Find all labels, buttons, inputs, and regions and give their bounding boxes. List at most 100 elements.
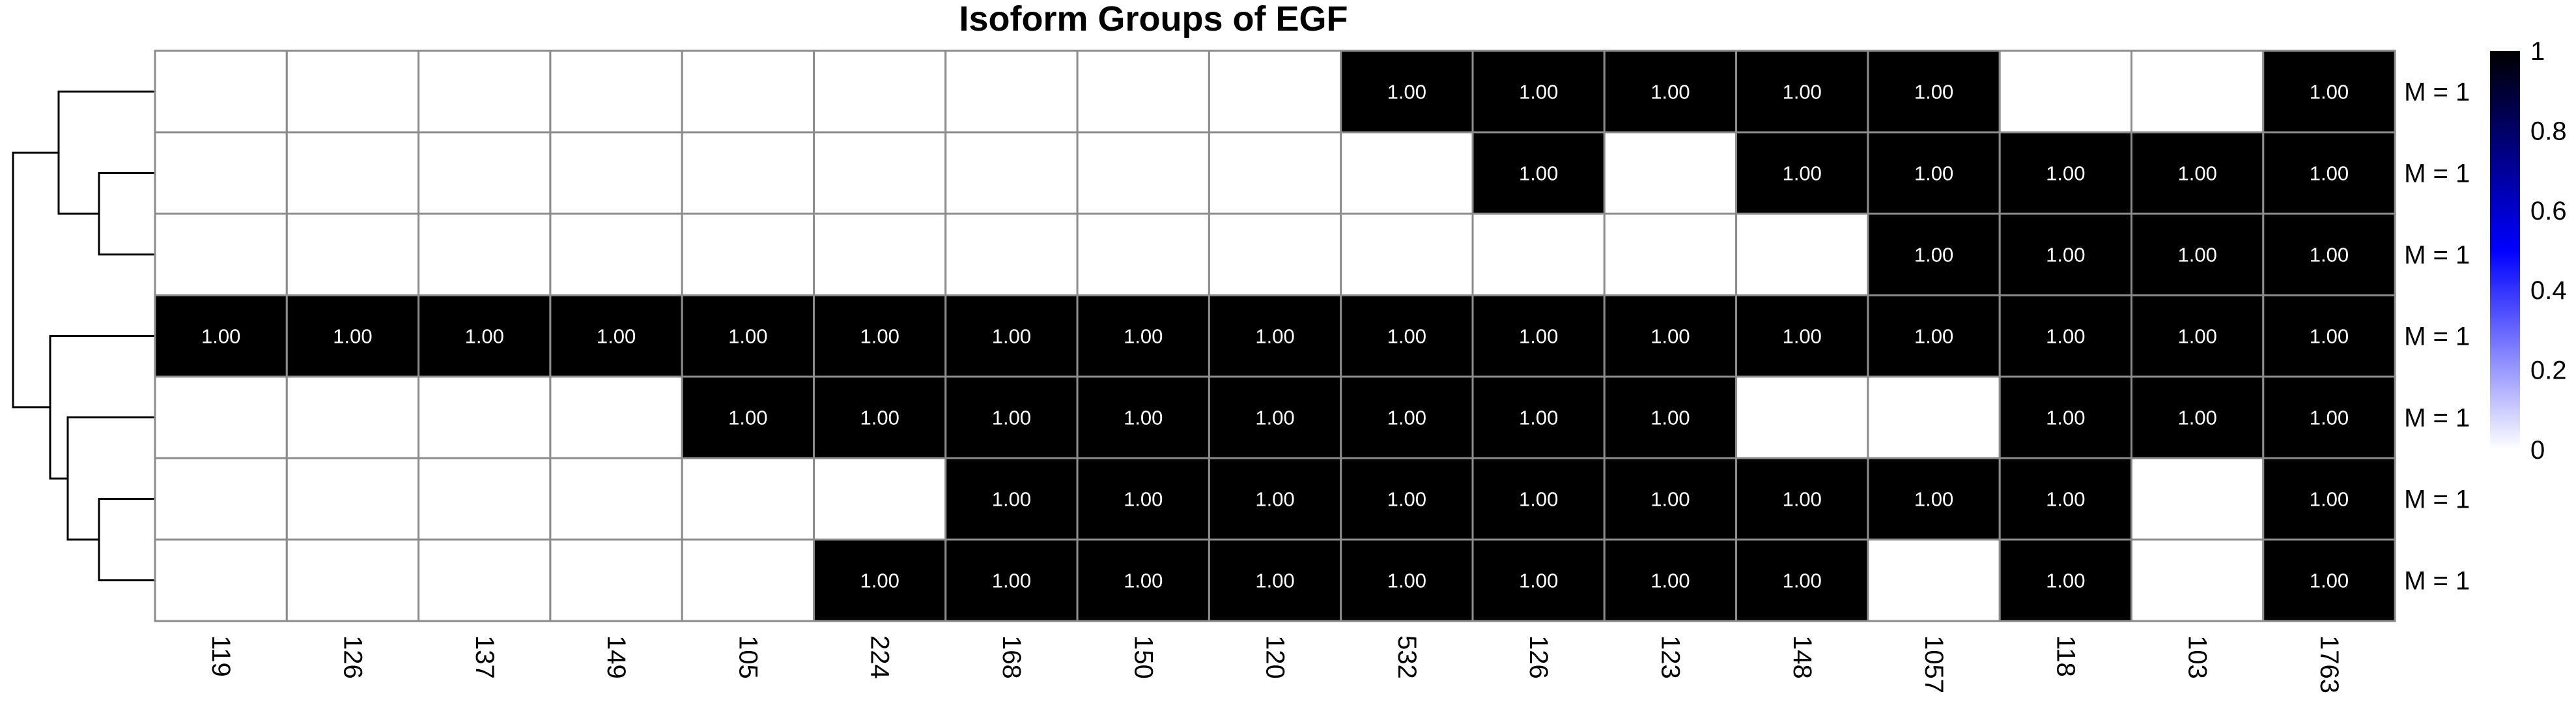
heatmap-cell — [549, 375, 683, 459]
heatmap-cell — [1076, 375, 1210, 459]
cell-value-label: 1.00 — [1255, 488, 1294, 511]
heatmap-cell — [1471, 294, 1606, 378]
column-label: 148 — [1788, 635, 1817, 679]
dendrogram-branch — [98, 172, 155, 255]
cell-value-label: 1.00 — [2177, 325, 2216, 348]
heatmap-cell — [549, 50, 683, 134]
colorbar-tick-label: 0.8 — [2530, 117, 2567, 145]
chart-title: Isoform Groups of EGF — [959, 0, 1348, 38]
row-label: M = 1 — [2404, 567, 2470, 596]
cell-value-label: 1.00 — [1255, 325, 1294, 348]
heatmap-cell — [418, 294, 552, 378]
column-label: 137 — [470, 635, 499, 679]
heatmap-cell — [1998, 375, 2132, 459]
heatmap-cell — [1735, 294, 1869, 378]
heatmap-cell — [681, 131, 815, 215]
heatmap-cell — [1076, 50, 1210, 134]
heatmap-cell — [1340, 212, 1474, 297]
cell-value-label: 1.00 — [2046, 570, 2085, 592]
heatmap-cell — [418, 375, 552, 459]
cell-value-label: 1.00 — [1519, 81, 1558, 104]
heatmap-cell — [1076, 212, 1210, 297]
heatmap-cell — [1208, 294, 1342, 378]
heatmap-cell — [1340, 50, 1474, 134]
heatmap-cell — [2262, 50, 2396, 134]
cell-value-label: 1.00 — [1783, 325, 1822, 348]
heatmap-cell — [2262, 294, 2396, 378]
cell-value-label: 1.00 — [333, 325, 372, 348]
heatmap-cell — [154, 457, 288, 541]
row-label: M = 1 — [2404, 241, 2470, 270]
heatmap-cell — [944, 538, 1079, 622]
dendrogram-branch — [12, 151, 59, 409]
cell-value-label: 1.00 — [1124, 488, 1163, 511]
heatmap-cells: 1.00 1.00 1.00 1.00 1.00 1.00 1.00 1.00 1.00 1.00… — [154, 50, 2396, 622]
dendrogram-branch — [66, 416, 155, 541]
heatmap-cell — [154, 212, 288, 297]
cell-value-label: 1.00 — [2310, 488, 2349, 511]
heatmap-cell — [1603, 457, 1738, 541]
heatmap-cell — [1471, 538, 1606, 622]
cell-value-label: 1.00 — [992, 570, 1031, 592]
cell-value-label: 1.00 — [860, 407, 899, 429]
heatmap-cell — [813, 294, 947, 378]
heatmap-cell — [1471, 375, 1606, 459]
heatmap-cell — [1076, 538, 1210, 622]
heatmap-cell — [1603, 294, 1738, 378]
heatmap-cell — [813, 212, 947, 297]
heatmap-cell — [418, 212, 552, 297]
dendrogram-branch — [98, 498, 155, 581]
heatmap-cell — [1208, 131, 1342, 215]
cell-value-label: 1.00 — [1650, 570, 1690, 592]
cell-value-label: 1.00 — [1914, 244, 1953, 267]
column-label: 103 — [2183, 635, 2212, 679]
cell-value-label: 1.00 — [1387, 407, 1426, 429]
heatmap-cell — [681, 457, 815, 541]
heatmap-cell — [813, 457, 947, 541]
heatmap-cell — [2262, 457, 2396, 541]
heatmap-cell — [681, 212, 815, 297]
heatmap-cell — [549, 538, 683, 622]
cell-value-label: 1.00 — [1519, 325, 1558, 348]
cell-value-label: 1.00 — [2177, 407, 2216, 429]
cell-value-label: 1.00 — [1519, 488, 1558, 511]
cell-value-label: 1.00 — [1783, 488, 1822, 511]
heatmap-cell — [1076, 457, 1210, 541]
heatmap-cell — [2130, 50, 2265, 134]
heatmap-cell — [1208, 212, 1342, 297]
colorbar-tick-label: 0 — [2530, 436, 2545, 465]
heatmap-cell — [1603, 131, 1738, 215]
column-label: 150 — [1129, 635, 1157, 679]
row-label: M = 1 — [2404, 78, 2470, 107]
heatmap-cell — [944, 457, 1079, 541]
cell-value-label: 1.00 — [1519, 162, 1558, 185]
heatmap-cell — [418, 457, 552, 541]
heatmap-cell — [1867, 375, 2001, 459]
heatmap-cell — [1998, 457, 2132, 541]
heatmap-cell — [1735, 131, 1869, 215]
cell-value-label: 1.00 — [1914, 81, 1953, 104]
heatmap-cell — [681, 50, 815, 134]
cell-value-label: 1.00 — [1650, 407, 1690, 429]
heatmap-cell — [1208, 50, 1342, 134]
cell-value-label: 1.00 — [2046, 325, 2085, 348]
heatmap-cell — [154, 294, 288, 378]
row-label: M = 1 — [2404, 323, 2470, 351]
heatmap-cell — [1735, 375, 1869, 459]
heatmap-cell — [1603, 50, 1738, 134]
heatmap-cell — [1998, 50, 2132, 134]
heatmap-cell — [944, 50, 1079, 134]
heatmap-cell — [154, 50, 288, 134]
heatmap-cell — [2262, 212, 2396, 297]
colorbar-ticks: 0 0.2 0.4 0.6 0.8 1 — [2530, 37, 2567, 465]
cell-value-label: 1.00 — [992, 488, 1031, 511]
heatmap-cell — [285, 212, 420, 297]
column-label: 532 — [1393, 635, 1421, 679]
heatmap-cell — [2130, 538, 2265, 622]
cell-value-label: 1.00 — [465, 325, 504, 348]
column-label: 126 — [1524, 635, 1553, 679]
cell-value-label: 1.00 — [1255, 407, 1294, 429]
colorbar — [2490, 51, 2520, 450]
heatmap-cell — [944, 375, 1079, 459]
